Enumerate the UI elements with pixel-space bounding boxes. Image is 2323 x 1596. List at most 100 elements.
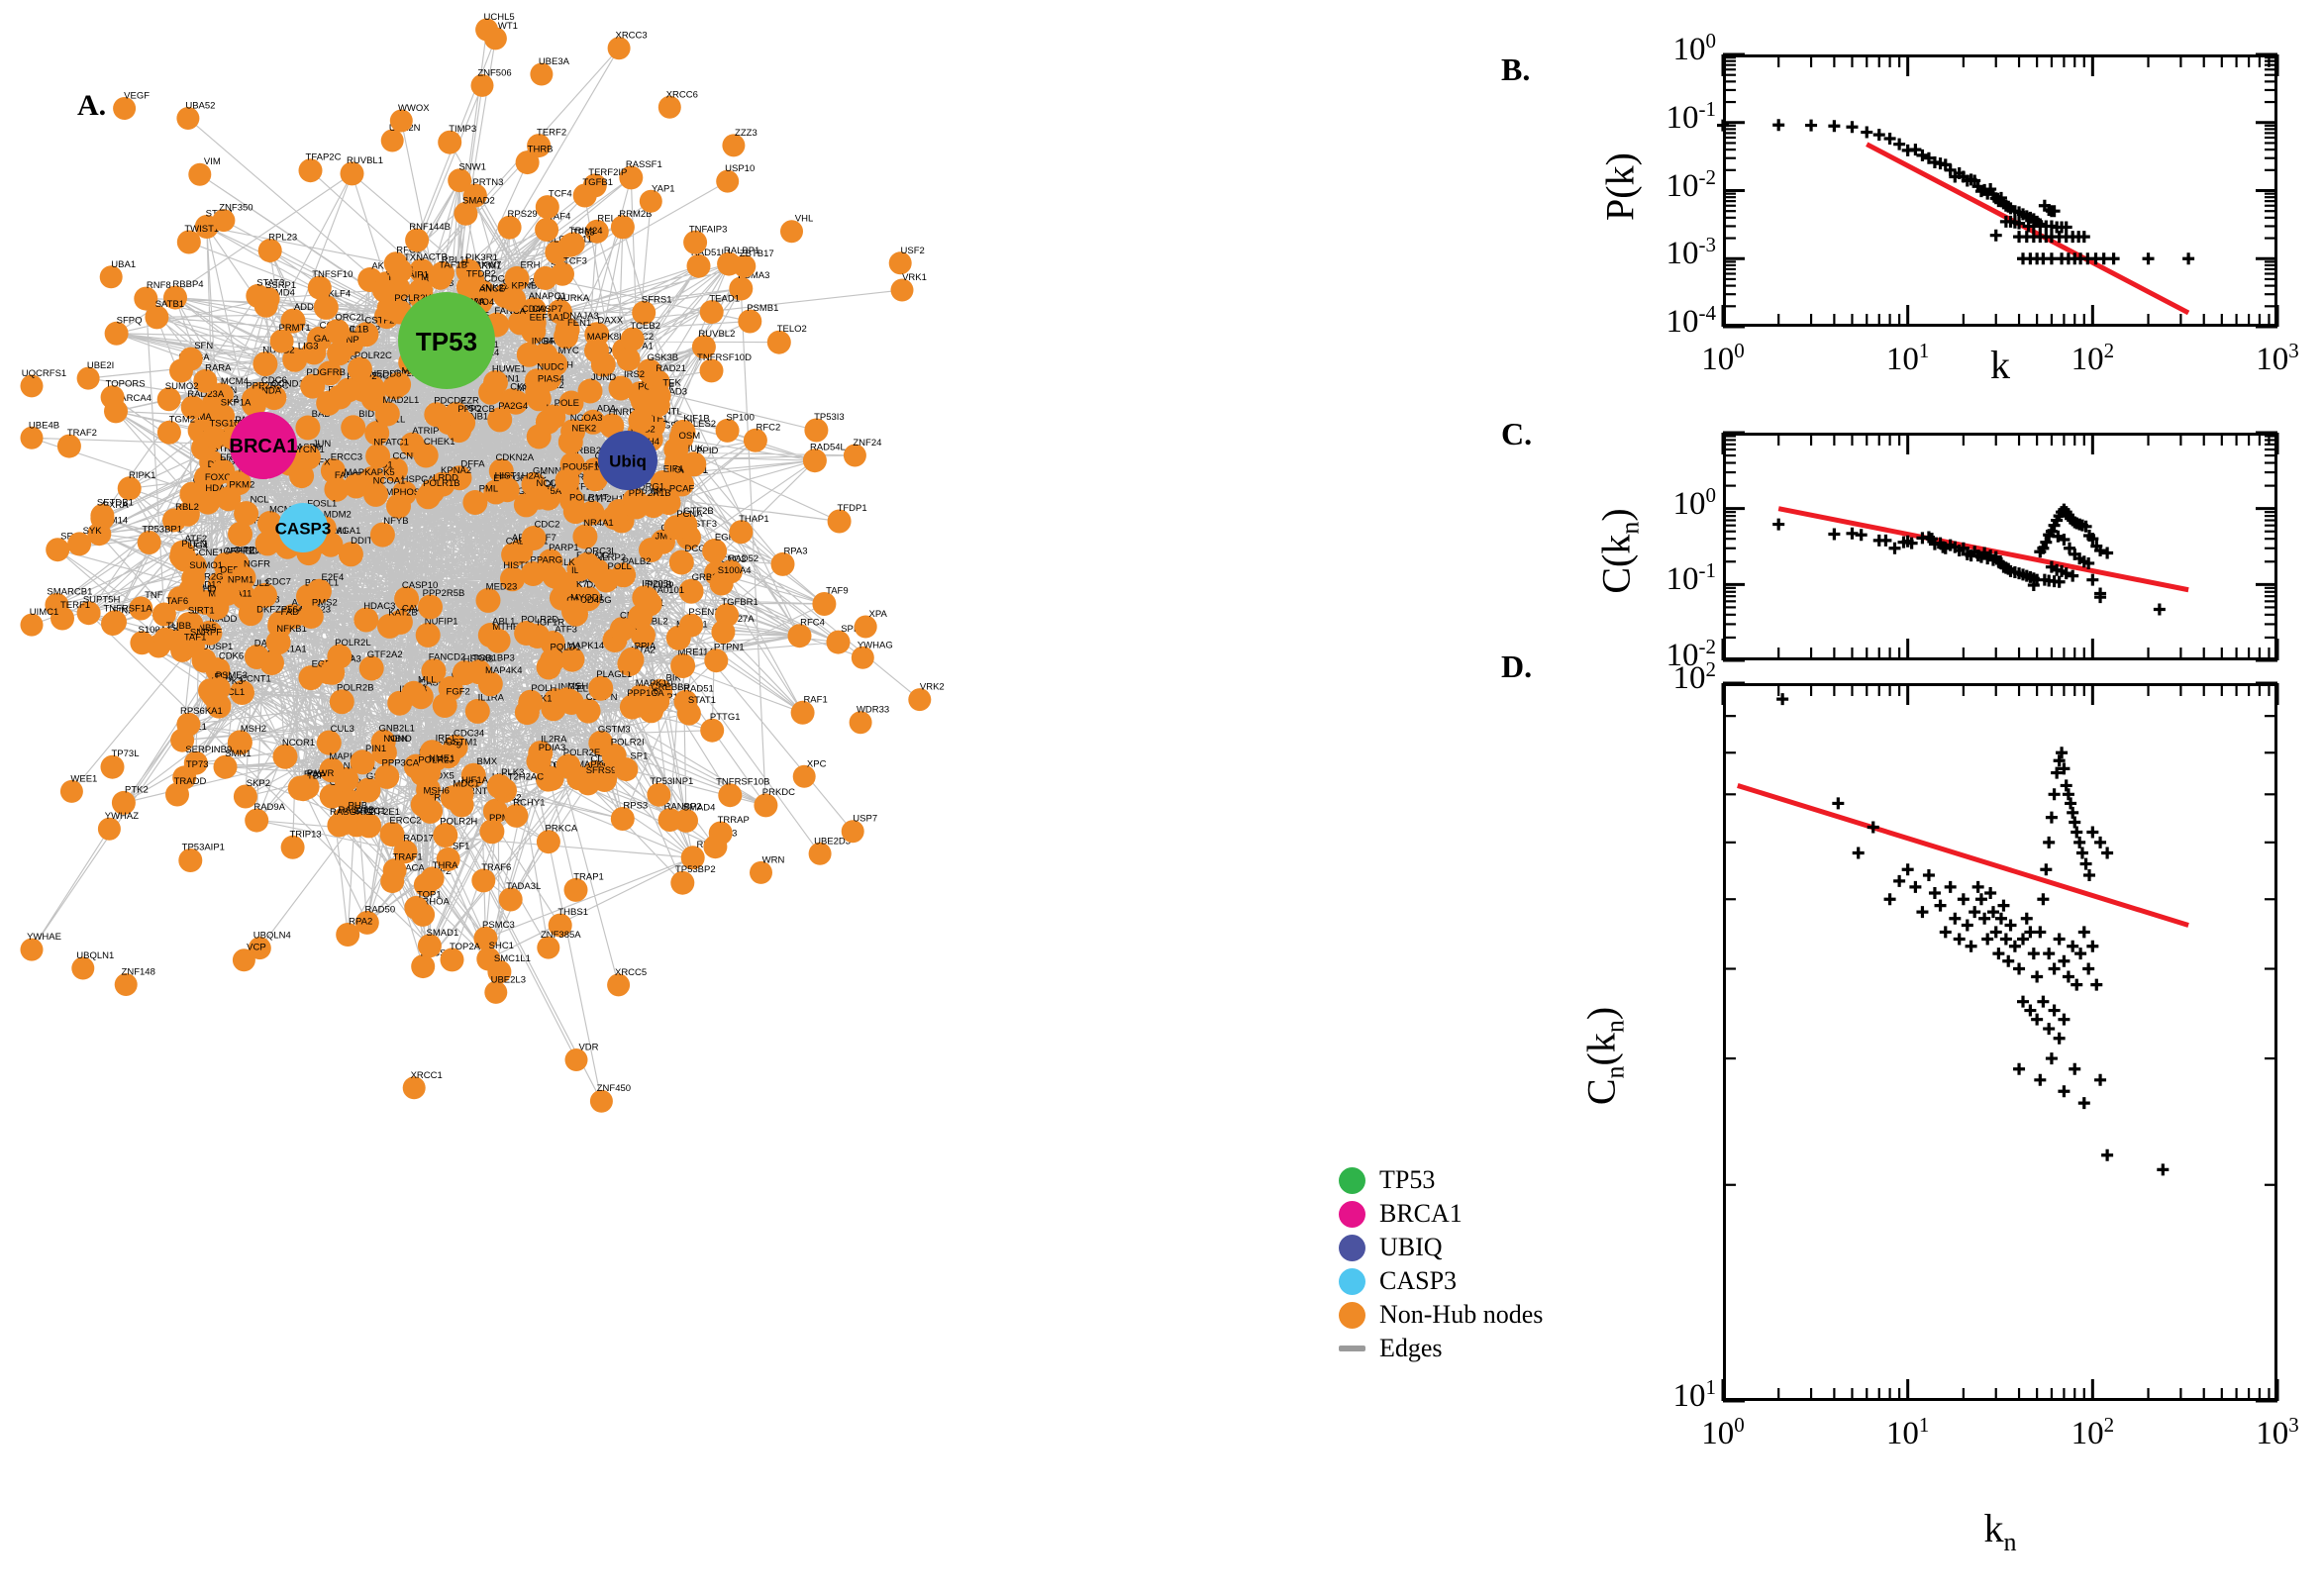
network-node[interactable] (306, 578, 332, 604)
network-node[interactable] (607, 37, 631, 60)
network-node[interactable] (826, 630, 851, 654)
network-node[interactable] (409, 258, 435, 284)
network-node[interactable] (242, 386, 266, 412)
network-node[interactable] (206, 676, 231, 701)
hub-node-ubiq[interactable] (598, 431, 657, 490)
network-node[interactable] (405, 228, 430, 252)
network-node[interactable] (663, 515, 689, 541)
network-node[interactable] (716, 169, 740, 193)
network-node[interactable] (535, 195, 559, 220)
network-node[interactable] (320, 458, 346, 483)
network-node[interactable] (336, 377, 361, 403)
network-node[interactable] (20, 426, 44, 449)
network-node[interactable] (206, 693, 232, 719)
network-node[interactable] (521, 319, 547, 345)
network-node[interactable] (180, 395, 205, 420)
network-node[interactable] (599, 413, 625, 439)
network-node[interactable] (419, 740, 445, 765)
network-node[interactable] (487, 959, 512, 984)
network-node[interactable] (674, 808, 698, 833)
network-node[interactable] (178, 848, 203, 872)
network-node[interactable] (216, 486, 242, 512)
network-node[interactable] (100, 754, 125, 779)
network-node[interactable] (574, 551, 600, 577)
network-node[interactable] (374, 401, 400, 427)
network-node[interactable] (114, 973, 138, 996)
network-node[interactable] (211, 404, 236, 429)
network-node[interactable] (252, 351, 278, 377)
network-node[interactable] (851, 646, 874, 669)
network-node[interactable] (415, 622, 441, 648)
network-node[interactable] (718, 783, 743, 808)
network-node[interactable] (564, 1048, 588, 1071)
network-node[interactable] (668, 549, 694, 575)
network-node[interactable] (663, 437, 689, 462)
network-node[interactable] (231, 564, 256, 590)
network-node[interactable] (327, 644, 353, 669)
network-node[interactable] (729, 276, 754, 301)
network-node[interactable] (436, 847, 460, 871)
network-node[interactable] (738, 309, 762, 334)
network-node[interactable] (327, 341, 353, 366)
network-node[interactable] (325, 319, 351, 345)
network-node[interactable] (610, 215, 635, 240)
network-node[interactable] (176, 612, 201, 637)
network-node[interactable] (548, 913, 572, 938)
network-node[interactable] (188, 162, 212, 186)
network-node[interactable] (356, 813, 382, 839)
network-node[interactable] (624, 494, 650, 520)
network-node[interactable] (410, 761, 436, 787)
network-node[interactable] (234, 501, 259, 527)
network-node[interactable] (541, 404, 566, 430)
network-node[interactable] (282, 347, 308, 372)
network-node[interactable] (704, 648, 729, 673)
network-node[interactable] (680, 846, 705, 870)
network-node[interactable] (516, 342, 542, 367)
network-node[interactable] (156, 420, 181, 445)
network-node[interactable] (479, 819, 505, 845)
network-node[interactable] (890, 278, 914, 302)
network-node[interactable] (113, 97, 137, 120)
network-node[interactable] (584, 338, 609, 363)
network-node[interactable] (298, 604, 324, 629)
network-node[interactable] (647, 782, 671, 807)
network-node[interactable] (272, 744, 298, 769)
network-node[interactable] (485, 628, 511, 653)
network-node[interactable] (908, 688, 932, 712)
network-node[interactable] (382, 457, 408, 482)
network-node[interactable] (607, 973, 631, 997)
network-node[interactable] (483, 370, 508, 395)
network-node[interactable] (616, 347, 641, 371)
network-node[interactable] (639, 538, 663, 562)
network-node[interactable] (382, 858, 407, 883)
network-node[interactable] (609, 617, 635, 643)
network-node[interactable] (364, 421, 390, 446)
network-node[interactable] (455, 274, 480, 299)
network-node[interactable] (145, 305, 169, 330)
network-node[interactable] (365, 444, 391, 469)
network-node[interactable] (754, 793, 778, 818)
network-node[interactable] (486, 773, 512, 799)
network-node[interactable] (341, 415, 366, 441)
network-node[interactable] (460, 762, 486, 788)
network-node[interactable] (20, 938, 44, 961)
network-node[interactable] (488, 458, 514, 484)
network-node[interactable] (584, 219, 609, 244)
network-node[interactable] (421, 658, 447, 684)
network-node[interactable] (389, 109, 413, 133)
network-node[interactable] (514, 621, 540, 646)
network-node[interactable] (670, 870, 695, 895)
network-node[interactable] (76, 601, 101, 626)
network-node[interactable] (561, 599, 586, 624)
network-node[interactable] (404, 895, 429, 920)
network-node[interactable] (521, 526, 547, 550)
network-node[interactable] (634, 585, 659, 611)
network-node[interactable] (562, 499, 588, 525)
network-node[interactable] (588, 675, 614, 701)
hub-node-brca1[interactable] (230, 412, 297, 479)
network-node[interactable] (300, 373, 326, 399)
network-node[interactable] (152, 602, 176, 627)
network-node[interactable] (334, 766, 359, 792)
network-node[interactable] (298, 158, 323, 183)
network-node[interactable] (195, 489, 221, 515)
